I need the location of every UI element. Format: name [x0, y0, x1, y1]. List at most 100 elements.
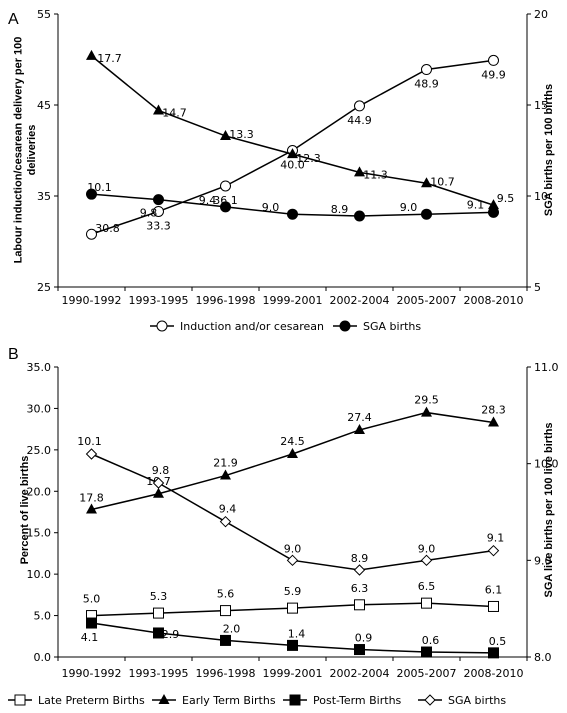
y-axis-title: Percent of live births [19, 456, 31, 565]
y-tick-label: 25.0 [27, 444, 52, 457]
y-tick-label: 55 [37, 8, 51, 21]
data-point-0-0 [86, 228, 97, 240]
panel-label: B [8, 346, 19, 363]
y-axis-title-line: Percent of live births [19, 456, 31, 565]
legend-label: Induction and/or cesarean [180, 320, 324, 333]
data-label-0-0: 30.8 [95, 222, 120, 235]
data-label-3-0: 10.1 [77, 435, 102, 448]
data-point-0-6 [488, 600, 499, 612]
y-tick-label: 10.0 [27, 568, 52, 581]
x-tick-label: 1993-1995 [129, 294, 189, 307]
data-label-3-5: 9.0 [418, 542, 436, 555]
y-tick-label: 20.0 [27, 485, 52, 498]
data-point-2-5 [421, 177, 432, 188]
data-label-2-6: 9.5 [497, 192, 515, 205]
x-tick-label: 1996-1998 [196, 294, 256, 307]
legend-label: Late Preterm Births [38, 694, 145, 707]
data-label-3-6: 9.1 [487, 532, 505, 545]
data-point-2-4 [354, 644, 365, 656]
y2-axis-title: SGA births per 100 births [543, 84, 555, 216]
data-point-1-3 [287, 208, 298, 220]
data-point-2-1 [153, 104, 164, 115]
data-point-1-2 [220, 201, 231, 213]
data-point-1-3 [287, 448, 298, 458]
data-point-0-5 [421, 64, 432, 76]
data-point-3-4 [353, 564, 366, 576]
y2-tick-label: 5 [534, 281, 541, 294]
data-label-3-3: 9.0 [284, 542, 302, 555]
data-label-2-1: 2.9 [162, 628, 180, 641]
x-tick-label: 2008-2010 [464, 667, 524, 680]
y-tick-label: 35.0 [27, 361, 52, 374]
data-label-2-3: 12.3 [296, 152, 321, 165]
data-label-1-0: 17.8 [79, 492, 104, 505]
data-label-2-3: 1.4 [288, 627, 306, 640]
data-point-0-4 [354, 599, 365, 611]
x-tick-label: 2005-2007 [397, 667, 457, 680]
legend-label: Post-Term Births [313, 694, 402, 707]
data-label-1-2: 21.9 [213, 457, 238, 470]
data-point-2-1 [153, 627, 164, 639]
y-tick-label: 15.0 [27, 527, 52, 540]
data-label-0-6: 49.9 [481, 68, 506, 81]
series-line-1 [91, 411, 494, 511]
data-point-3-6 [487, 544, 500, 557]
panel-label: A [8, 11, 19, 28]
data-label-0-1: 33.3 [146, 219, 171, 232]
data-point-0-3 [287, 602, 298, 614]
data-point-1-0 [86, 188, 97, 200]
y-tick-label: 30.0 [27, 402, 52, 415]
y-tick-label: 35 [37, 190, 51, 203]
data-label-3-1: 9.8 [152, 464, 170, 477]
data-label-0-1: 5.3 [150, 590, 168, 603]
y2-tick-label: 20 [534, 8, 548, 21]
y2-tick-label: 11.0 [534, 361, 559, 374]
y2-tick-label: 10 [534, 190, 548, 203]
data-label-0-5: 48.9 [414, 78, 439, 91]
data-point-1-1 [153, 194, 164, 206]
data-point-2-3 [287, 639, 298, 651]
y2-axis-title: SGA live births per 100 live births [543, 422, 555, 597]
data-point-3-5 [420, 554, 433, 567]
data-label-0-2: 36.1 [213, 194, 238, 207]
data-point-1-0 [86, 503, 97, 514]
x-tick-label: 1990-1992 [62, 667, 122, 680]
data-point-2-3 [287, 148, 298, 159]
data-point-1-2 [220, 469, 231, 480]
y2-tick-label: 10.0 [534, 458, 559, 471]
data-label-2-1: 14.7 [162, 106, 187, 119]
data-label-1-5: 29.5 [414, 394, 439, 407]
data-label-1-1: 9.8 [140, 207, 158, 220]
data-point-0-2 [220, 605, 231, 617]
legend-label: SGA births [363, 320, 421, 333]
legend-marker [14, 694, 26, 706]
y-tick-label: 45 [37, 99, 51, 112]
y-axis-title-line: deliveries [26, 125, 38, 176]
data-label-2-5: 10.7 [430, 175, 455, 188]
data-label-2-0: 4.1 [81, 631, 99, 644]
data-point-1-5 [421, 208, 432, 220]
data-point-1-5 [421, 406, 432, 417]
y-tick-label: 25 [37, 281, 51, 294]
data-label-2-5: 0.6 [422, 634, 440, 647]
data-label-1-3: 24.5 [280, 435, 305, 448]
data-point-0-6 [488, 54, 499, 66]
legend-label: SGA births [448, 694, 506, 707]
data-point-3-0 [85, 448, 98, 460]
data-label-2-2: 13.3 [229, 128, 254, 141]
data-label-1-6: 9.1 [467, 198, 485, 211]
data-point-1-6 [488, 416, 499, 427]
y-axis-title-line: Labour induction/cesarean delivery per 1… [12, 37, 24, 264]
data-point-1-4 [354, 423, 365, 434]
y2-tick-label: 8.0 [534, 651, 552, 664]
data-point-2-0 [86, 617, 97, 629]
legend-marker [156, 320, 168, 332]
data-point-1-1 [153, 487, 164, 498]
data-point-2-4 [354, 166, 365, 177]
data-label-1-5: 9.0 [400, 201, 418, 214]
data-point-0-4 [354, 100, 365, 112]
data-label-0-6: 6.1 [485, 583, 503, 596]
data-point-0-5 [421, 597, 432, 609]
